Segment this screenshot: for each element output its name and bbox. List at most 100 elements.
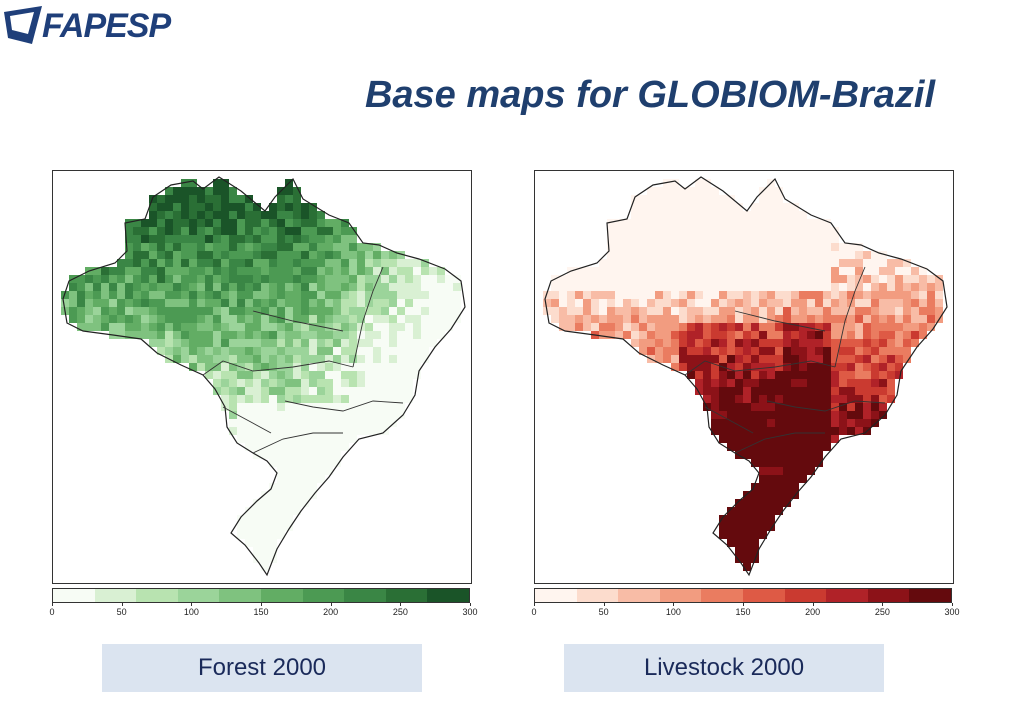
grid-cell — [325, 259, 333, 267]
grid-cell — [125, 291, 133, 299]
grid-cell — [575, 267, 583, 275]
grid-cell — [799, 291, 807, 299]
grid-cell — [847, 403, 855, 411]
grid-cell — [647, 195, 655, 203]
grid-cell — [791, 371, 799, 379]
grid-cell — [221, 307, 229, 315]
grid-cell — [317, 347, 325, 355]
grid-cell — [229, 275, 237, 283]
scale-tick — [470, 603, 471, 606]
grid-cell — [317, 443, 325, 451]
grid-cell — [149, 331, 157, 339]
grid-cell — [711, 187, 719, 195]
grid-cell — [253, 379, 261, 387]
grid-cell — [847, 387, 855, 395]
grid-cell — [285, 275, 293, 283]
grid-cell — [189, 307, 197, 315]
grid-cell — [895, 267, 903, 275]
grid-cell — [799, 275, 807, 283]
grid-cell — [301, 251, 309, 259]
grid-cell — [871, 347, 879, 355]
grid-cell — [301, 459, 309, 467]
grid-cell — [357, 395, 365, 403]
grid-cell — [687, 195, 695, 203]
grid-cell — [149, 323, 157, 331]
grid-cell — [823, 411, 831, 419]
grid-cell — [855, 259, 863, 267]
grid-cell — [551, 283, 559, 291]
grid-cell — [679, 211, 687, 219]
grid-cell — [903, 331, 911, 339]
grid-cell — [165, 267, 173, 275]
scale-tick — [603, 603, 605, 606]
grid-cell — [285, 307, 293, 315]
grid-cell — [397, 331, 405, 339]
grid-cell — [253, 395, 261, 403]
grid-cell — [357, 355, 365, 363]
grid-cell — [165, 235, 173, 243]
scale-swatch — [701, 589, 743, 602]
grid-cell — [807, 227, 815, 235]
grid-cell — [229, 299, 237, 307]
grid-cell — [365, 323, 373, 331]
grid-cell — [421, 331, 429, 339]
grid-cell — [615, 267, 623, 275]
grid-cell — [695, 235, 703, 243]
grid-cell — [357, 403, 365, 411]
grid-cell — [181, 251, 189, 259]
grid-cell — [807, 291, 815, 299]
grid-cell — [895, 347, 903, 355]
grid-cell — [341, 291, 349, 299]
grid-cell — [293, 451, 301, 459]
grid-cell — [309, 227, 317, 235]
grid-cell — [261, 219, 269, 227]
grid-cell — [591, 315, 599, 323]
grid-cell — [157, 307, 165, 315]
grid-cell — [759, 219, 767, 227]
grid-cell — [229, 259, 237, 267]
grid-cell — [559, 275, 567, 283]
grid-cell — [261, 259, 269, 267]
grid-cell — [157, 251, 165, 259]
grid-cell — [165, 331, 173, 339]
grid-cell — [743, 499, 751, 507]
grid-cell — [277, 459, 285, 467]
grid-cell — [277, 379, 285, 387]
grid-cell — [357, 275, 365, 283]
grid-cell — [815, 227, 823, 235]
grid-cell — [445, 283, 453, 291]
grid-cell — [285, 411, 293, 419]
grid-cell — [397, 371, 405, 379]
grid-cell — [237, 275, 245, 283]
grid-cell — [189, 275, 197, 283]
grid-cell — [429, 323, 437, 331]
grid-cell — [887, 275, 895, 283]
grid-cell — [85, 283, 93, 291]
grid-cell — [823, 419, 831, 427]
grid-cell — [631, 299, 639, 307]
grid-cell — [325, 467, 333, 475]
grid-cell — [381, 251, 389, 259]
grid-cell — [413, 275, 421, 283]
grid-cell — [325, 427, 333, 435]
grid-cell — [373, 291, 381, 299]
grid-cell — [269, 331, 277, 339]
grid-cell — [333, 259, 341, 267]
grid-cell — [325, 227, 333, 235]
grid-cell — [783, 467, 791, 475]
grid-cell — [277, 275, 285, 283]
grid-cell — [671, 307, 679, 315]
grid-cell — [807, 283, 815, 291]
grid-cell — [743, 507, 751, 515]
grid-cell — [799, 371, 807, 379]
grid-cell — [293, 227, 301, 235]
scale-tick-label: 0 — [49, 607, 55, 617]
grid-cell — [727, 195, 735, 203]
grid-cell — [575, 323, 583, 331]
grid-cell — [341, 307, 349, 315]
grid-cell — [719, 523, 727, 531]
grid-cell — [277, 483, 285, 491]
grid-cell — [381, 379, 389, 387]
grid-cell — [213, 283, 221, 291]
grid-cell — [783, 355, 791, 363]
